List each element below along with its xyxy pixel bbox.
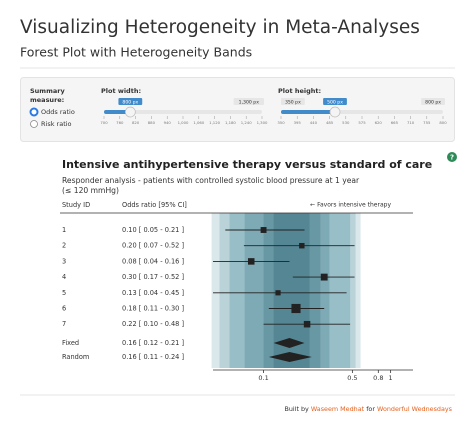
footer-text: for <box>366 405 375 413</box>
slider-tick-label: 880 <box>148 120 156 125</box>
plot-subtitle: (≤ 120 mmHg) <box>62 186 119 195</box>
slider-tick-label: 530 <box>342 120 350 125</box>
point-estimate <box>320 273 328 281</box>
x-tick-label: 0.8 <box>373 374 383 382</box>
slider-value-label: 800 px <box>122 99 138 105</box>
slider-end-box <box>233 98 264 105</box>
study-estimate: 0.10 [ 0.05 - 0.21 ] <box>122 226 184 234</box>
slider-value-box <box>118 98 143 105</box>
pooled-estimate: 0.16 [ 0.12 - 0.21 ] <box>122 339 184 347</box>
pooled-diamond <box>268 352 312 362</box>
slider-tick-label: 940 <box>164 120 172 125</box>
point-estimate <box>275 290 281 296</box>
slider-tick-label: 665 <box>391 120 399 125</box>
study-estimate: 0.08 [ 0.04 - 0.16 ] <box>122 257 184 265</box>
study-estimate: 0.30 [ 0.17 - 0.52 ] <box>122 273 184 281</box>
point-estimate <box>291 303 301 314</box>
slider-tick-label: 485 <box>326 120 334 125</box>
slider-end-label: 350 px <box>285 99 301 105</box>
slider-tick-label: 1,180 <box>225 120 236 125</box>
study-estimate: 0.20 [ 0.07 - 0.52 ] <box>122 242 184 250</box>
footer-link[interactable]: Waseem Medhat <box>311 405 365 413</box>
help-icon[interactable] <box>447 152 457 162</box>
control-label: Summary <box>30 87 65 95</box>
radio-button[interactable] <box>29 107 39 117</box>
study-id: 2 <box>62 242 66 250</box>
study-id: 1 <box>62 226 66 234</box>
slider-tick-label: 440 <box>310 120 318 125</box>
slider-fill <box>281 110 335 114</box>
slider-label: Plot height: <box>278 87 321 95</box>
point-estimate <box>303 320 311 328</box>
slider-tick-label: 620 <box>375 120 383 125</box>
pooled-diamond <box>273 338 305 348</box>
footer-text: Built by <box>284 405 309 413</box>
slider-end-label: 1,300 px <box>239 99 260 105</box>
slider-tick-label: 820 <box>132 120 140 125</box>
point-estimate <box>247 258 255 265</box>
slider-tick-label: 800 <box>439 120 447 125</box>
x-tick-label: 0.5 <box>347 374 357 382</box>
slider-fill <box>104 110 131 114</box>
footer-link[interactable]: Wonderful Wednesdays <box>377 405 453 413</box>
slider-tick-label: 395 <box>294 120 302 125</box>
control-label: measure: <box>30 96 64 104</box>
point-estimate <box>299 242 305 249</box>
plot-subtitle: Responder analysis - patients with contr… <box>62 176 360 185</box>
radio-label[interactable]: Odds ratio <box>41 108 75 116</box>
app-title: Visualizing Heterogeneity in Meta-Analys… <box>20 17 420 38</box>
slider-tick-label: 1,000 <box>178 120 189 125</box>
study-id: 4 <box>62 273 66 281</box>
pooled-id: Random <box>62 353 89 361</box>
slider-handle[interactable] <box>124 106 136 118</box>
study-estimate: 0.18 [ 0.11 - 0.30 ] <box>122 305 184 313</box>
slider-tick-label: 1,240 <box>241 120 252 125</box>
slider-tick-label: 760 <box>116 120 124 125</box>
slider-value-box <box>323 98 347 105</box>
slider-tick-label: 1,120 <box>209 120 220 125</box>
study-estimate: 0.22 [ 0.10 - 0.48 ] <box>122 320 184 328</box>
slider-tick-label: 575 <box>358 120 366 125</box>
column-header: Study ID <box>62 201 90 209</box>
study-id: 7 <box>62 320 66 328</box>
slider-tick-label: 1,300 <box>257 120 268 125</box>
footer: Built by Waseem Medhat for Wonderful Wed… <box>284 405 452 413</box>
favors-label: ← Favors intensive therapy <box>310 202 391 209</box>
help-icon-text[interactable]: ? <box>450 154 454 162</box>
pooled-estimate: 0.16 [ 0.11 - 0.24 ] <box>122 353 184 361</box>
pooled-id: Fixed <box>62 339 79 347</box>
x-tick-label: 1 <box>389 374 393 382</box>
slider-end-label: 800 px <box>425 99 441 105</box>
slider-tick-label: 700 <box>100 120 108 125</box>
app-subtitle: Forest Plot with Heterogeneity Bands <box>20 45 252 60</box>
radio-button[interactable] <box>30 120 38 128</box>
x-tick-label: 0.1 <box>258 374 268 382</box>
slider-end-box <box>421 98 445 105</box>
slider-track <box>104 110 262 114</box>
study-id: 5 <box>62 289 66 297</box>
slider-label: Plot width: <box>101 87 141 95</box>
slider-value-label: 500 px <box>327 99 343 105</box>
study-estimate: 0.13 [ 0.04 - 0.45 ] <box>122 289 184 297</box>
plot-title: Intensive antihypertensive therapy versu… <box>62 158 432 171</box>
slider-tick-label: 1,060 <box>193 120 204 125</box>
column-header: Odds ratio [95% CI] <box>122 201 187 209</box>
slider-tick-label: 350 <box>277 120 285 125</box>
slider-end-box <box>281 98 305 105</box>
sidebar-panel <box>20 77 455 142</box>
slider-handle[interactable] <box>329 106 341 118</box>
radio-label[interactable]: Risk ratio <box>41 120 72 128</box>
study-id: 3 <box>62 257 66 265</box>
point-estimate <box>260 227 267 233</box>
study-id: 6 <box>62 305 66 313</box>
slider-tick-label: 710 <box>407 120 415 125</box>
slider-tick-label: 755 <box>423 120 431 125</box>
